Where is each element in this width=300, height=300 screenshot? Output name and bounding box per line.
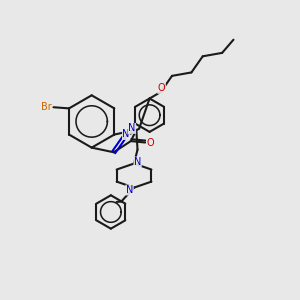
Text: O: O [158, 83, 165, 93]
Text: N: N [134, 157, 141, 167]
Text: N: N [122, 130, 130, 140]
Text: N: N [128, 123, 136, 134]
Text: N: N [126, 185, 133, 195]
Text: O: O [147, 137, 154, 148]
Text: Br: Br [41, 102, 51, 112]
